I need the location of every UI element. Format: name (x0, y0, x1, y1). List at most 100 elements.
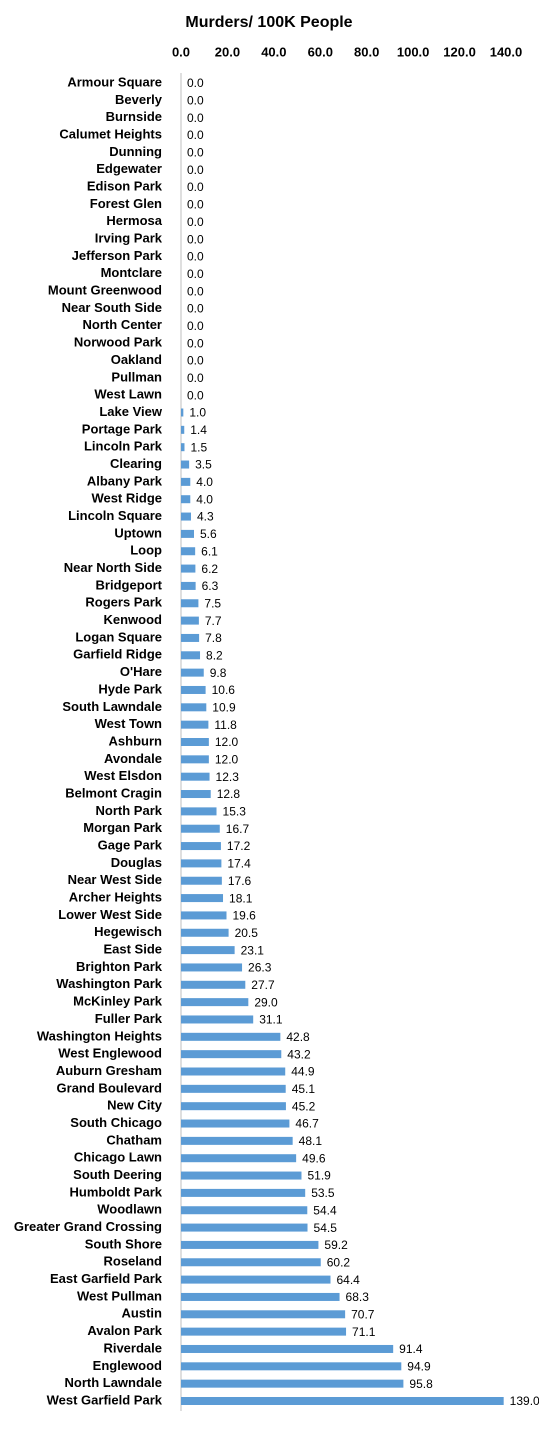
category-label: Norwood Park (74, 335, 163, 350)
bar (181, 790, 211, 799)
bar (181, 1258, 321, 1267)
category-label: Humboldt Park (70, 1184, 163, 1199)
bar (181, 651, 201, 660)
value-label: 12.0 (215, 735, 239, 749)
x-tick-label: 40.0 (261, 44, 286, 59)
bar (181, 425, 185, 434)
category-label: Near North Side (64, 560, 162, 575)
category-label: Armour Square (67, 74, 162, 89)
value-label: 7.5 (204, 596, 221, 610)
category-label: Archer Heights (69, 890, 162, 905)
category-label: Logan Square (75, 629, 162, 644)
value-label: 0.0 (187, 388, 204, 402)
value-label: 23.1 (241, 943, 265, 957)
category-label: Jefferson Park (72, 248, 163, 263)
value-label: 26.3 (248, 961, 272, 975)
value-label: 27.7 (251, 978, 275, 992)
category-label: Englewood (93, 1358, 162, 1373)
value-label: 0.0 (187, 163, 204, 177)
category-label: West Lawn (94, 387, 162, 402)
value-label: 0.0 (187, 232, 204, 246)
category-label: Uptown (114, 525, 162, 540)
category-label: Fuller Park (95, 1011, 163, 1026)
category-label: Albany Park (87, 473, 163, 488)
category-label: Loop (130, 543, 162, 558)
category-label: Mount Greenwood (48, 283, 162, 298)
value-label: 5.6 (200, 527, 217, 541)
category-label: Lower West Side (58, 907, 162, 922)
category-label: Austin (122, 1306, 163, 1321)
value-label: 31.1 (259, 1013, 283, 1027)
value-label: 20.5 (235, 926, 259, 940)
chart-title: Murders/ 100K People (185, 14, 352, 31)
x-tick-label: 20.0 (215, 44, 240, 59)
category-label: Oakland (111, 352, 162, 367)
category-label: Belmont Cragin (65, 785, 162, 800)
value-label: 11.8 (214, 718, 237, 732)
bar (181, 703, 207, 712)
category-label: Avondale (104, 751, 162, 766)
value-label: 71.1 (352, 1325, 376, 1339)
category-label: Douglas (111, 855, 162, 870)
category-label: West Garfield Park (47, 1392, 163, 1407)
value-label: 0.0 (187, 267, 204, 281)
category-label: West Town (95, 716, 162, 731)
bar (181, 633, 200, 642)
category-label: Calumet Heights (59, 126, 162, 141)
value-label: 44.9 (291, 1065, 315, 1079)
category-label: Grand Boulevard (57, 1080, 163, 1095)
category-label: South Deering (73, 1167, 162, 1182)
value-label: 70.7 (351, 1307, 375, 1321)
category-label: North Lawndale (64, 1375, 162, 1390)
bar (181, 1188, 306, 1197)
category-label: New City (107, 1098, 163, 1113)
value-label: 9.8 (210, 666, 227, 680)
category-label: McKinley Park (73, 994, 163, 1009)
bar (181, 1119, 290, 1128)
category-label: Hyde Park (98, 681, 162, 696)
bar (181, 963, 243, 972)
category-label: Irving Park (95, 231, 163, 246)
x-tick-label: 120.0 (443, 44, 476, 59)
value-label: 45.1 (292, 1082, 316, 1096)
value-label: 6.3 (202, 579, 219, 593)
value-label: 48.1 (299, 1134, 323, 1148)
x-tick-label: 100.0 (397, 44, 430, 59)
category-label: Hegewisch (94, 924, 162, 939)
category-label: Lincoln Park (84, 439, 163, 454)
bar (181, 1032, 281, 1041)
bar (181, 1327, 347, 1336)
bar (181, 1050, 282, 1059)
category-label: Brighton Park (76, 959, 163, 974)
bar (181, 1275, 331, 1284)
value-label: 0.0 (187, 215, 204, 229)
x-tick-label: 140.0 (490, 44, 523, 59)
value-label: 0.0 (187, 146, 204, 160)
category-label: South Chicago (70, 1115, 162, 1130)
value-label: 46.7 (295, 1117, 319, 1131)
value-label: 0.0 (187, 111, 204, 125)
value-label: 139.0 (510, 1394, 539, 1408)
value-label: 0.0 (187, 94, 204, 108)
category-label: Lincoln Square (68, 508, 162, 523)
bar (181, 1397, 504, 1405)
value-label: 3.5 (195, 458, 212, 472)
bar (181, 1084, 286, 1093)
value-label: 68.3 (346, 1290, 370, 1304)
bar (181, 1067, 286, 1076)
category-label: Beverly (115, 92, 163, 107)
value-label: 59.2 (324, 1238, 348, 1252)
value-label: 0.0 (187, 371, 204, 385)
bar (181, 1171, 302, 1180)
category-label: Chicago Lawn (74, 1150, 162, 1165)
x-tick-label: 80.0 (354, 44, 379, 59)
category-label: Greater Grand Crossing (14, 1219, 162, 1234)
category-label: South Shore (85, 1236, 162, 1251)
category-label: Washington Park (56, 976, 162, 991)
value-label: 0.0 (187, 354, 204, 368)
value-label: 64.4 (337, 1273, 361, 1287)
value-label: 0.0 (187, 319, 204, 333)
category-label: Kenwood (104, 612, 163, 627)
value-label: 94.9 (407, 1359, 431, 1373)
